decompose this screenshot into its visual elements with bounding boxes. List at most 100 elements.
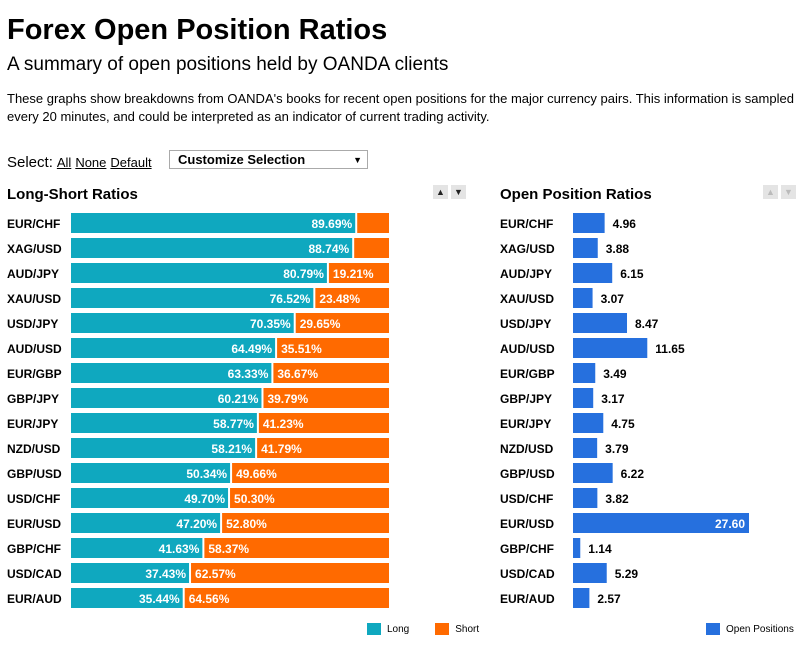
data-label-long: 49.70% bbox=[184, 492, 225, 506]
legend-label-long: Long bbox=[387, 623, 410, 635]
data-label-long: 47.20% bbox=[176, 517, 217, 531]
legend-swatch-open bbox=[706, 623, 720, 635]
select-default-link[interactable]: Default bbox=[110, 154, 152, 170]
open-position-legend: Open Positions bbox=[706, 623, 796, 635]
bar-open-position bbox=[573, 238, 598, 258]
category-label: EUR/USD bbox=[7, 517, 61, 531]
bar-short bbox=[222, 513, 389, 533]
category-label: EUR/CHF bbox=[7, 217, 60, 231]
bar-short bbox=[232, 463, 389, 483]
open-position-sort-controls: ▲ ▼ bbox=[763, 185, 796, 199]
category-label: GBP/JPY bbox=[500, 392, 552, 406]
bar-long bbox=[71, 263, 327, 283]
sort-up-icon[interactable]: ▲ bbox=[433, 185, 448, 199]
bar-open-position bbox=[573, 488, 598, 508]
bar-open-position bbox=[573, 513, 749, 533]
bar-long bbox=[71, 238, 353, 258]
bar-open-position bbox=[573, 313, 628, 333]
bar-long bbox=[71, 463, 231, 483]
data-label-open-position: 1.14 bbox=[588, 542, 612, 556]
bar-long bbox=[71, 213, 356, 233]
data-label-open-position: 3.88 bbox=[606, 242, 630, 256]
bar-short bbox=[315, 288, 389, 308]
sort-up-icon[interactable]: ▲ bbox=[763, 185, 778, 199]
bar-long bbox=[71, 538, 203, 558]
category-label: GBP/USD bbox=[500, 467, 555, 481]
data-label-short: 36.67% bbox=[277, 367, 318, 381]
bar-long bbox=[71, 438, 256, 458]
bar-open-position bbox=[573, 413, 604, 433]
data-label-open-position: 11.65 bbox=[655, 342, 685, 356]
data-label-open-position: 3.07 bbox=[601, 292, 625, 306]
bar-short bbox=[184, 588, 389, 608]
data-label-long: 35.44% bbox=[139, 592, 180, 606]
data-label-long: 60.21% bbox=[218, 392, 259, 406]
bar-open-position bbox=[573, 438, 598, 458]
category-label: GBP/CHF bbox=[7, 542, 61, 556]
category-label: EUR/GBP bbox=[500, 367, 555, 381]
bar-open-position bbox=[573, 263, 613, 283]
data-label-short: 39.79% bbox=[267, 392, 308, 406]
bar-short bbox=[263, 388, 389, 408]
customize-selection-dropdown[interactable]: Customize Selection ▼ bbox=[169, 150, 368, 169]
long-short-sort-controls: ▲ ▼ bbox=[433, 185, 466, 199]
bar-short bbox=[328, 263, 389, 283]
bar-long bbox=[71, 563, 190, 583]
category-label: EUR/AUD bbox=[500, 592, 555, 606]
bar-short bbox=[191, 563, 389, 583]
data-label-open-position: 8.47 bbox=[635, 317, 659, 331]
data-label-long: 76.52% bbox=[270, 292, 311, 306]
category-label: NZD/USD bbox=[500, 442, 554, 456]
data-label-short: 64.56% bbox=[189, 592, 230, 606]
legend-label-short: Short bbox=[455, 623, 480, 635]
legend-item-short: Short bbox=[435, 623, 479, 635]
category-label: USD/JPY bbox=[7, 317, 58, 331]
select-label: Select: bbox=[7, 153, 53, 171]
bar-open-position bbox=[573, 338, 648, 358]
data-label-open-position: 6.22 bbox=[621, 467, 645, 481]
data-label-open-position: 6.15 bbox=[620, 267, 644, 281]
data-label-long: 89.69% bbox=[312, 217, 353, 231]
category-label: AUD/JPY bbox=[7, 267, 59, 281]
data-label-short: 35.51% bbox=[281, 342, 322, 356]
data-label-short: 23.48% bbox=[319, 292, 360, 306]
bar-open-position bbox=[573, 538, 581, 558]
data-label-short: 41.79% bbox=[261, 442, 302, 456]
select-all-link[interactable]: All bbox=[56, 154, 72, 170]
bar-short bbox=[258, 413, 389, 433]
sort-down-icon[interactable]: ▼ bbox=[451, 185, 466, 199]
long-short-legend: Long Short bbox=[367, 623, 505, 635]
data-label-open-position: 4.96 bbox=[613, 217, 637, 231]
category-label: XAG/USD bbox=[7, 242, 62, 256]
bar-long bbox=[71, 363, 272, 383]
category-label: USD/CHF bbox=[500, 492, 553, 506]
dropdown-value: Customize Selection bbox=[178, 152, 306, 167]
category-label: AUD/USD bbox=[7, 342, 62, 356]
category-label: EUR/USD bbox=[500, 517, 554, 531]
data-label-long: 88.74% bbox=[308, 242, 349, 256]
bar-short bbox=[230, 488, 389, 508]
bar-short bbox=[277, 338, 389, 358]
category-label: EUR/AUD bbox=[7, 592, 62, 606]
bar-long bbox=[71, 313, 294, 333]
category-label: USD/CHF bbox=[7, 492, 60, 506]
data-label-open-position: 27.60 bbox=[715, 517, 745, 531]
bar-short bbox=[295, 313, 389, 333]
category-label: EUR/JPY bbox=[500, 417, 551, 431]
bar-long bbox=[71, 288, 314, 308]
data-label-short: 41.23% bbox=[263, 417, 304, 431]
category-label: USD/JPY bbox=[500, 317, 551, 331]
category-label: AUD/USD bbox=[500, 342, 555, 356]
data-label-long: 50.34% bbox=[186, 467, 227, 481]
data-label-long: 41.63% bbox=[159, 542, 200, 556]
sort-down-icon[interactable]: ▼ bbox=[781, 185, 796, 199]
legend-swatch-short bbox=[435, 623, 450, 635]
category-label: GBP/JPY bbox=[7, 392, 59, 406]
data-label-short: 49.66% bbox=[236, 467, 277, 481]
open-position-chart-title: Open Position Ratios bbox=[500, 186, 652, 203]
bar-short bbox=[273, 363, 389, 383]
select-none-link[interactable]: None bbox=[75, 154, 107, 170]
long-short-chart-title: Long-Short Ratios bbox=[7, 186, 138, 203]
page-subtitle: A summary of open positions held by OAND… bbox=[7, 54, 449, 75]
